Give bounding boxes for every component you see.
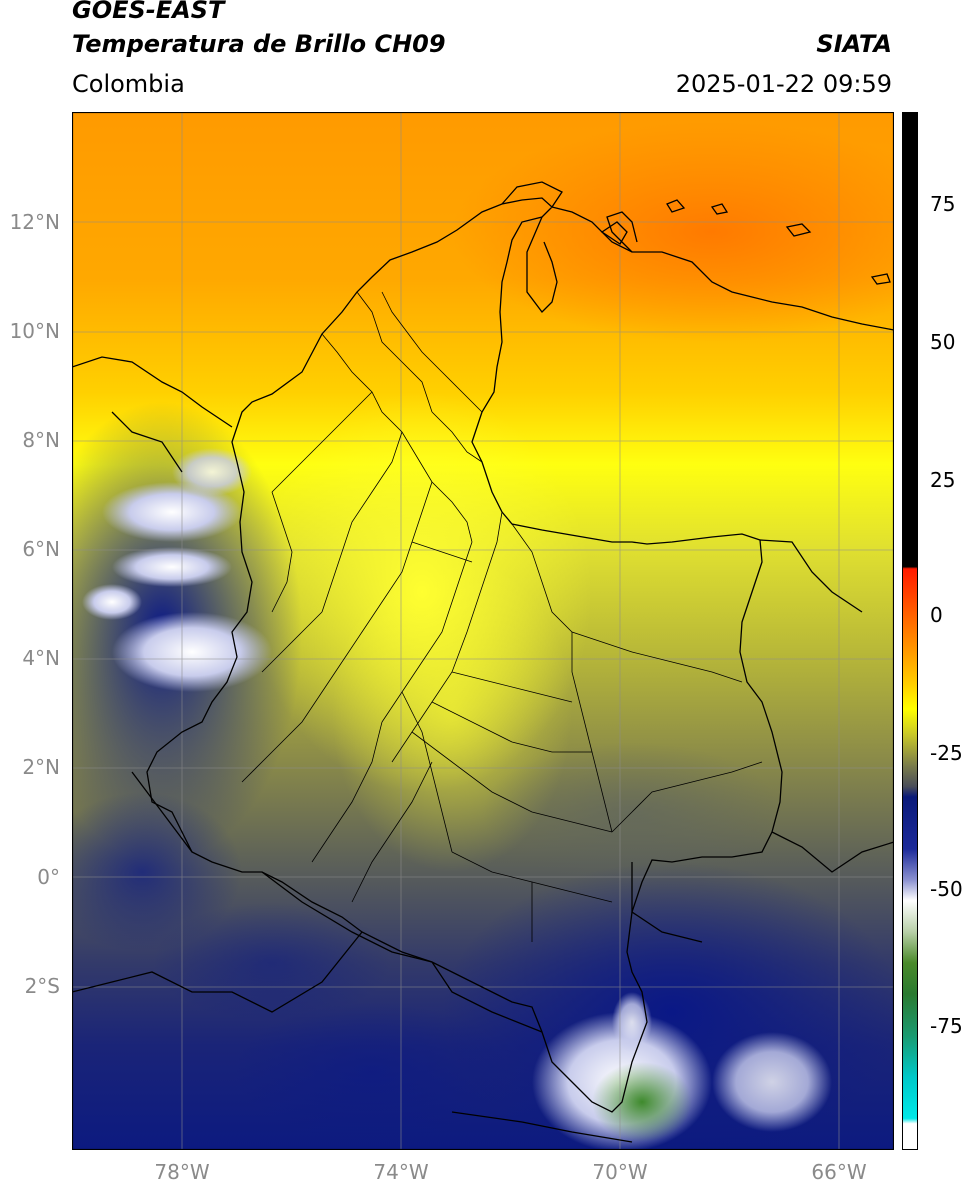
lat-label-10n: 10°N: [9, 319, 60, 343]
brand-label: SIATA: [816, 30, 892, 58]
title-product: Temperatura de Brillo CH09: [72, 30, 446, 58]
lon-label-74w: 74°W: [373, 1160, 429, 1184]
colorbar-tick-50: 50: [930, 330, 956, 354]
lat-label-12n: 12°N: [9, 210, 60, 234]
country-borders: [72, 181, 894, 1143]
colorbar: [902, 112, 918, 1150]
brightness-temperature-field: [72, 112, 894, 1150]
lon-label-70w: 70°W: [592, 1160, 648, 1184]
colorbar-tick-neg50: -50: [930, 877, 963, 901]
lat-label-6n: 6°N: [22, 537, 60, 561]
datetime-label: 2025-01-22 09:59: [675, 70, 892, 98]
colorbar-tick-25: 25: [930, 468, 956, 492]
lat-label-2s: 2°S: [24, 974, 60, 998]
colorbar-tick-0: 0: [930, 603, 943, 627]
lat-label-0: 0°: [37, 865, 60, 889]
lat-label-2n: 2°N: [22, 755, 60, 779]
lat-label-4n: 4°N: [22, 646, 60, 670]
colorbar-tick-neg75: -75: [930, 1014, 963, 1038]
lon-label-78w: 78°W: [154, 1160, 210, 1184]
colorbar-tick-75: 75: [930, 192, 956, 216]
colorbar-tick-neg25: -25: [930, 741, 963, 765]
title-satellite: GOES-EAST: [72, 0, 225, 24]
lat-label-8n: 8°N: [22, 428, 60, 452]
map-panel: [72, 112, 894, 1150]
lon-label-66w: 66°W: [811, 1160, 867, 1184]
department-borders: [241, 291, 763, 942]
region-label: Colombia: [72, 70, 185, 98]
